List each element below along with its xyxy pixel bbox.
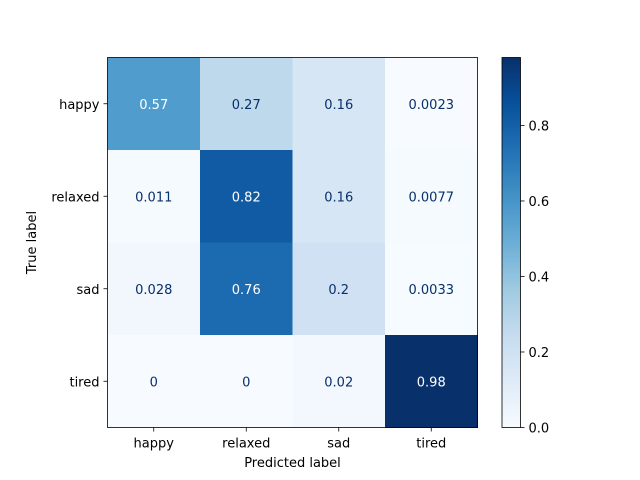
cell-value-label: 0 <box>150 375 158 390</box>
cell-value-label: 0.82 <box>232 190 261 205</box>
colorbar-frame <box>501 57 521 428</box>
x-tick-label: happy <box>134 437 175 452</box>
y-axis-ticks: happy relaxed sad tired <box>51 98 108 390</box>
y-tick-label: happy <box>59 98 100 113</box>
heatmap-cell <box>200 57 293 151</box>
x-tick-label: tired <box>416 437 446 452</box>
cell-value-label: 0.0033 <box>409 283 455 298</box>
cell-value-label: 0.0077 <box>409 190 455 205</box>
cell-value-label: 0.0023 <box>409 98 455 113</box>
colorbar-tick-label: 0.6 <box>529 195 550 210</box>
cell-value-label: 0.011 <box>135 190 172 205</box>
heatmap-cells: 0.57 0.27 0.16 0.0023 0.011 0.82 0.16 0.0077 0.0… <box>107 57 478 428</box>
colorbar-tick-label: 0.0 <box>529 422 550 437</box>
heatmap-cell <box>292 57 386 151</box>
heatmap-cell <box>385 242 478 336</box>
heatmap-cell <box>385 57 478 151</box>
heatmap-cell <box>292 242 386 336</box>
cell-value-label: 0.98 <box>417 375 446 390</box>
colorbar-tick-label: 0.2 <box>529 346 550 361</box>
x-axis-label: Predicted label <box>244 456 341 471</box>
cell-value-label: 0.028 <box>135 283 172 298</box>
heatmap-cell <box>385 150 478 243</box>
colorbar <box>502 57 521 428</box>
y-tick-label: sad <box>77 283 100 298</box>
cell-value-label: 0.16 <box>324 190 353 205</box>
heatmap-cell <box>292 335 386 428</box>
cell-value-label: 0.57 <box>139 98 168 113</box>
plot-frame <box>107 57 478 428</box>
y-tick-label: relaxed <box>51 190 99 205</box>
colorbar-tick-label: 0.4 <box>529 270 550 285</box>
colorbar-tick-label: 0.8 <box>529 119 550 134</box>
heatmap-cell <box>107 242 201 336</box>
x-tick-label: sad <box>327 437 350 452</box>
y-axis-label: True label <box>25 211 40 275</box>
cell-value-label: 0.16 <box>324 98 353 113</box>
heatmap-cell <box>107 150 201 243</box>
cell-value-label: 0.27 <box>232 98 261 113</box>
x-axis-ticks: happy relaxed sad tired <box>134 427 446 452</box>
cell-value-label: 0.76 <box>232 283 261 298</box>
heatmap-cell <box>200 150 293 243</box>
x-tick-label: relaxed <box>222 437 270 452</box>
heatmap-cell <box>107 335 201 428</box>
heatmap-cell <box>200 242 293 336</box>
heatmap-cell <box>200 335 293 428</box>
heatmap-cell <box>385 335 478 428</box>
cell-value-label: 0 <box>242 375 250 390</box>
cell-value-label: 0.02 <box>324 375 353 390</box>
heatmap-cell <box>107 57 201 151</box>
colorbar-ticks: 0.0 0.2 0.4 0.6 0.8 <box>520 119 550 437</box>
heatmap-cell <box>292 150 386 243</box>
y-tick-label: tired <box>69 375 99 390</box>
cell-value-label: 0.2 <box>328 283 349 298</box>
